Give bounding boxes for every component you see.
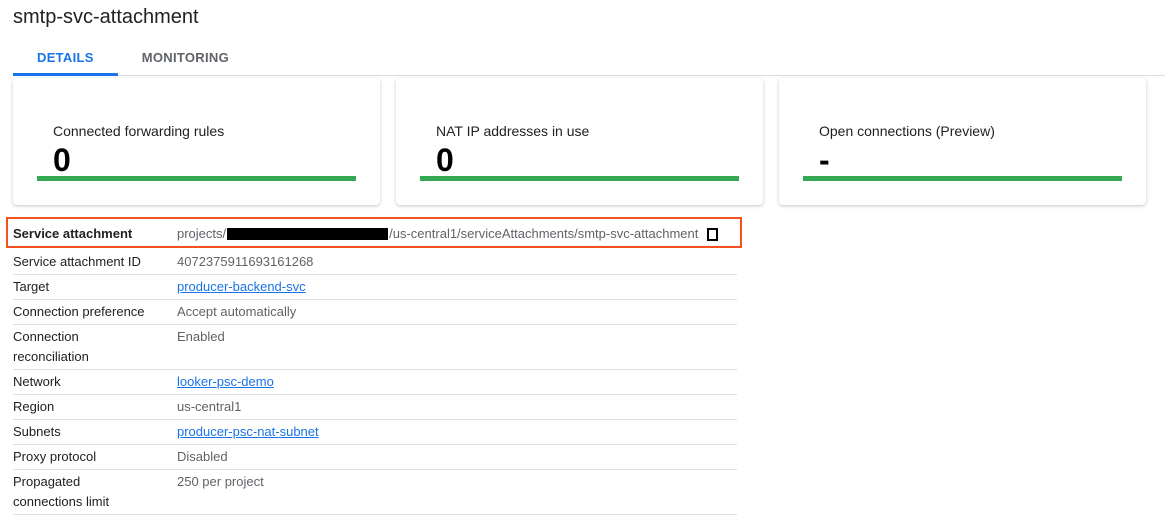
label: Subnets: [13, 424, 61, 439]
path-prefix: projects/: [177, 226, 227, 241]
label: Proxy protocol: [13, 449, 97, 464]
card-nat-ip: NAT IP addresses in use 0: [396, 78, 763, 205]
row-limit: Propagated connections limit 250 per proj…: [13, 470, 737, 515]
row-proxy: Proxy protocol Disabled: [13, 445, 737, 470]
label: Connection preference: [13, 304, 145, 319]
row-subnets: Subnets producer-psc-nat-subnet: [13, 420, 737, 445]
row-preference: Connection preference Accept automaticall…: [13, 300, 737, 325]
value: projects/ /us-central1/serviceAttachments…: [177, 224, 719, 244]
network-link[interactable]: looker-psc-demo: [177, 374, 274, 389]
card-title: Open connections (Preview): [819, 123, 995, 139]
card-title: Connected forwarding rules: [53, 123, 225, 139]
value: Enabled: [177, 329, 225, 344]
tab-bar: DETAILS MONITORING: [13, 40, 1165, 76]
label: Connection reconciliation: [13, 329, 89, 364]
value: 250 per project: [177, 474, 264, 489]
path-suffix: /us-central1/serviceAttachments/smtp-svc…: [389, 226, 699, 241]
label: Service attachment: [13, 226, 133, 241]
label: Propagated connections limit: [13, 474, 110, 509]
copy-icon[interactable]: [707, 227, 719, 241]
row-network: Network looker-psc-demo: [13, 370, 737, 395]
tab-monitoring[interactable]: MONITORING: [141, 50, 230, 65]
row-reconciliation: Connection reconciliation Enabled: [13, 325, 737, 370]
row-service-attachment: Service attachment projects/ /us-central1…: [13, 220, 737, 250]
label: Service attachment ID: [13, 254, 141, 269]
details-table: Service attachment projects/ /us-central1…: [13, 220, 737, 515]
row-id: Service attachment ID 4072375911693161268: [13, 250, 737, 275]
value: Disabled: [177, 449, 228, 464]
card-open-connections: Open connections (Preview) -: [779, 78, 1146, 205]
value: us-central1: [177, 399, 242, 414]
card-value: -: [819, 142, 830, 178]
card-bar: [803, 176, 1122, 181]
value: Accept automatically: [177, 304, 297, 319]
highlight-box: [6, 217, 742, 248]
row-target: Target producer-backend-svc: [13, 275, 737, 300]
page-title: smtp-svc-attachment: [13, 6, 199, 28]
card-title: NAT IP addresses in use: [436, 123, 590, 139]
card-value: 0: [436, 142, 454, 178]
tab-details[interactable]: DETAILS: [13, 40, 118, 76]
subnet-link[interactable]: producer-psc-nat-subnet: [177, 424, 319, 439]
card-value: 0: [53, 142, 71, 178]
row-region: Region us-central1: [13, 395, 737, 420]
card-bar: [37, 176, 356, 181]
card-forwarding-rules: Connected forwarding rules 0: [13, 78, 380, 205]
label: Region: [13, 399, 55, 414]
redacted-project: [227, 228, 389, 240]
card-bar: [420, 176, 739, 181]
target-link[interactable]: producer-backend-svc: [177, 279, 306, 294]
label: Target: [13, 279, 50, 294]
value: 4072375911693161268: [177, 254, 314, 269]
label: Network: [13, 374, 61, 389]
